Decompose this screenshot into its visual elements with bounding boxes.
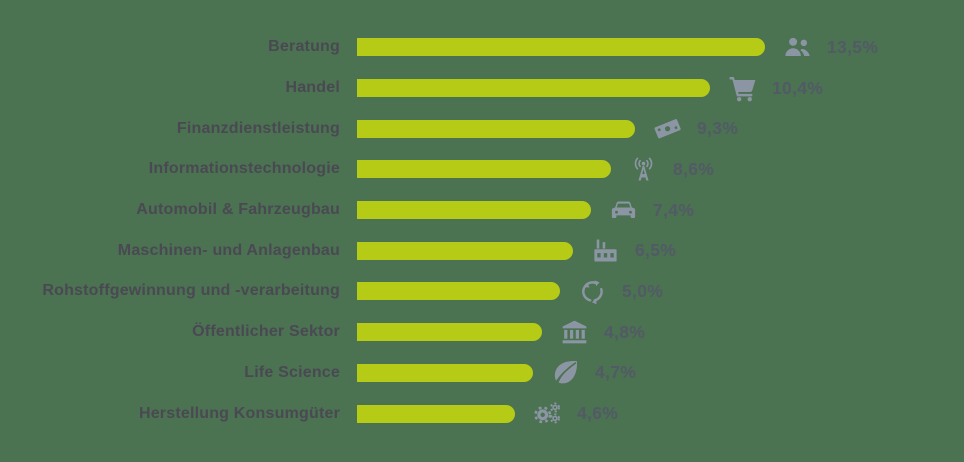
leaf-icon [550, 357, 581, 388]
recycle-icon [577, 276, 608, 307]
category-label: Automobil & Fahrzeugbau [136, 201, 340, 219]
category-label: Rohstoffgewinnung und -verarbeitung [42, 282, 340, 300]
bar-row: Life Science 4,7% [0, 353, 964, 394]
bar [357, 79, 710, 98]
gears-icon [532, 398, 563, 429]
bar-row: Maschinen- und Anlagenbau 6,5% [0, 230, 964, 271]
bar-row: Öffentlicher Sektor 4,8% [0, 312, 964, 353]
bar [357, 38, 765, 57]
value-label: 4,8% [604, 321, 646, 342]
category-label: Life Science [244, 363, 340, 381]
value-label: 8,6% [673, 158, 715, 179]
bar [357, 323, 542, 342]
industry-bar-chart: Beratung 13,5% Handel 10,4% Finanzdienst… [0, 27, 964, 434]
value-label: 4,6% [577, 403, 619, 424]
bar-row: Herstellung Konsumgüter 4,6% [0, 393, 964, 434]
shopping-cart-icon [727, 73, 758, 104]
factory-icon [590, 235, 621, 266]
bar [357, 119, 635, 138]
value-label: 9,3% [697, 118, 739, 139]
bank-icon [559, 317, 590, 348]
bar-row: Beratung 13,5% [0, 27, 964, 68]
category-label: Herstellung Konsumgüter [138, 404, 340, 422]
category-label: Maschinen- und Anlagenbau [117, 241, 340, 259]
value-label: 6,5% [635, 240, 677, 261]
value-label: 10,4% [772, 77, 824, 98]
bar [357, 404, 515, 423]
bar-row: Rohstoffgewinnung und -verarbeitung 5,0% [0, 271, 964, 312]
category-label: Öffentlicher Sektor [192, 323, 340, 341]
banknotes-icon [652, 113, 683, 144]
car-icon [608, 195, 639, 226]
bar [357, 241, 573, 260]
bar-row: Finanzdienstleistung 9,3% [0, 108, 964, 149]
bar [357, 363, 533, 382]
value-label: 5,0% [622, 280, 664, 301]
bar [357, 282, 560, 301]
bar [357, 201, 591, 220]
bar-row: Handel 10,4% [0, 68, 964, 109]
value-label: 4,7% [595, 362, 637, 383]
value-label: 13,5% [827, 36, 879, 57]
value-label: 7,4% [653, 199, 695, 220]
category-label: Beratung [268, 38, 340, 56]
bar-row: Automobil & Fahrzeugbau 7,4% [0, 190, 964, 231]
category-label: Handel [285, 79, 340, 97]
category-label: Informationstechnologie [148, 160, 340, 178]
bar [357, 160, 611, 179]
users-icon [782, 32, 813, 63]
radio-tower-icon [628, 154, 659, 185]
category-label: Finanzdienstleistung [176, 119, 340, 137]
bar-row: Informationstechnologie 8,6% [0, 149, 964, 190]
